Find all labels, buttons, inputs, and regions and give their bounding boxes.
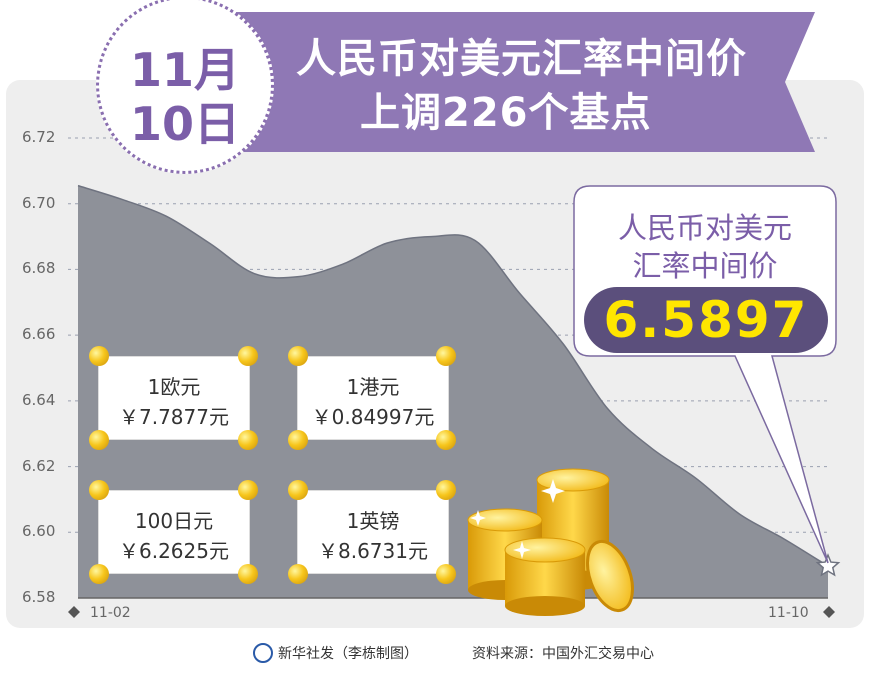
coin-pin-icon	[288, 564, 308, 584]
callout-label-line-2: 汇率中间价	[632, 249, 778, 283]
currency-card-gbp: 1英镑 ￥8.6731元	[297, 490, 449, 574]
coin-pin-icon	[288, 430, 308, 450]
rate-value: 6.5897	[603, 291, 809, 349]
x-tick-label-start: 11-02	[90, 605, 131, 621]
currency-card-eur: 1欧元 ￥7.7877元	[98, 356, 250, 440]
coin-pin-icon	[436, 430, 456, 450]
date-badge	[96, 0, 274, 174]
coin-pin-icon	[436, 564, 456, 584]
coin-pin-icon	[89, 430, 109, 450]
coin-pin-icon	[288, 346, 308, 366]
currency-card-hkd: 1港元 ￥0.84997元	[297, 356, 449, 440]
coin-pin-icon	[436, 480, 456, 500]
y-tick-label: 6.68	[22, 259, 56, 278]
footer-source: 资料来源：中国外汇交易中心	[472, 646, 654, 662]
callout-label-line-1: 人民币对美元	[617, 211, 792, 245]
currency-card-jpy: 100日元 ￥6.2625元	[98, 490, 250, 574]
coin-pin-icon	[436, 346, 456, 366]
diamond-icon	[823, 606, 835, 618]
y-tick-label: 6.58	[22, 588, 56, 606]
currency-rate: ￥6.2625元	[119, 539, 229, 563]
series-line	[77, 184, 829, 567]
title-line-2: 上调226个基点	[360, 90, 652, 136]
x-tick-label-end: 11-10	[768, 605, 809, 621]
coin-pin-icon	[238, 430, 258, 450]
coin-pin-icon	[89, 564, 109, 584]
y-tick-label: 6.60	[22, 522, 56, 541]
y-tick-label: 6.64	[22, 390, 56, 409]
currency-rate: ￥0.84997元	[311, 405, 435, 429]
coin-pin-icon	[89, 346, 109, 366]
date-month: 11月	[129, 43, 240, 97]
date-day: 10日	[129, 97, 240, 151]
coin-pin-icon	[238, 480, 258, 500]
coin-pin-icon	[238, 346, 258, 366]
coin-pin-icon	[89, 480, 109, 500]
xinhua-logo-icon	[253, 643, 273, 663]
title-line-1: 人民币对美元汇率中间价	[296, 36, 747, 82]
rate-box	[584, 287, 828, 353]
currency-name: 1英镑	[346, 509, 400, 533]
y-tick-label: 6.62	[22, 456, 56, 475]
currency-rate: ￥7.7877元	[119, 405, 229, 429]
star-icon	[815, 553, 841, 577]
currency-name: 1欧元	[147, 375, 201, 399]
currency-name: 1港元	[346, 375, 400, 399]
footer-credit: 新华社发（李栋制图）	[278, 646, 418, 662]
currency-rate: ￥8.6731元	[318, 539, 428, 563]
currency-name: 100日元	[134, 509, 214, 533]
y-tick-label: 6.72	[22, 128, 56, 146]
series-area	[78, 185, 828, 598]
coin-pin-icon	[288, 480, 308, 500]
y-tick-label: 6.70	[22, 193, 56, 212]
diamond-icon	[68, 606, 80, 618]
y-tick-label: 6.66	[22, 325, 56, 344]
title-banner	[230, 12, 815, 152]
coin-pin-icon	[238, 564, 258, 584]
